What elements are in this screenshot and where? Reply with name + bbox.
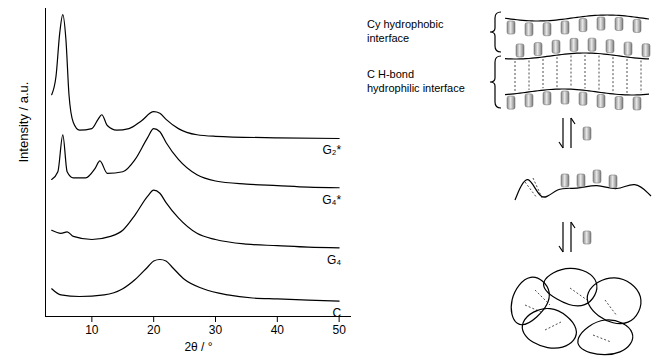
svg-text:Intensity / a.u.: Intensity / a.u. [16, 82, 31, 163]
svg-text:2θ / °: 2θ / ° [184, 340, 212, 354]
svg-text:50: 50 [332, 323, 346, 337]
svg-text:40: 40 [271, 323, 285, 337]
svg-text:C: C [332, 306, 341, 320]
svg-text:30: 30 [209, 323, 223, 337]
svg-text:G₄*: G₄* [322, 193, 341, 207]
svg-text:G₂*: G₂* [322, 143, 341, 157]
svg-text:C H-bondhydrophilic interface: C H-bondhydrophilic interface [367, 68, 465, 94]
svg-text:G₄: G₄ [327, 253, 341, 267]
svg-text:20: 20 [147, 323, 161, 337]
svg-text:10: 10 [85, 323, 99, 337]
svg-text:Cy hydrophobicinterface: Cy hydrophobicinterface [367, 18, 444, 44]
